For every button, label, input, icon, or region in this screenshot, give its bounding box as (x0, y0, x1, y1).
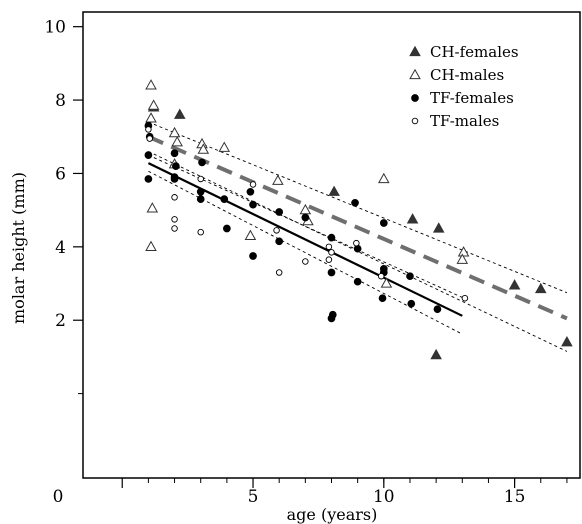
origin-label: 0 (53, 487, 64, 507)
y-tick-label: 4 (55, 238, 66, 258)
data-point (406, 272, 414, 281)
data-point (325, 243, 333, 251)
data-point (246, 187, 255, 196)
data-point (433, 305, 442, 314)
data-point (273, 227, 280, 234)
data-point (378, 172, 390, 184)
x-axis-label: age (years) (287, 505, 378, 524)
legend-label: CH-females (430, 43, 519, 61)
x-tick-label: 5 (248, 487, 259, 507)
series-ch-males (145, 79, 470, 288)
data-point (146, 202, 159, 213)
legend: CH-females CH-males TF-females TF-males (409, 43, 519, 130)
data-point (171, 194, 178, 201)
data-point (244, 229, 257, 240)
data-point (327, 268, 336, 277)
data-point (168, 126, 181, 138)
data-point (145, 240, 157, 251)
data-point (173, 108, 186, 119)
data-point (223, 224, 231, 233)
data-point (145, 126, 152, 133)
legend-marker (409, 45, 421, 57)
data-point (353, 244, 362, 253)
data-point (430, 348, 442, 360)
data-point (351, 198, 359, 207)
data-point (328, 185, 340, 196)
data-point (197, 228, 204, 236)
data-point (170, 149, 179, 158)
data-point (301, 213, 310, 222)
data-point (220, 195, 229, 203)
data-point (145, 79, 157, 90)
data-point (299, 203, 312, 215)
data-point (325, 256, 333, 263)
data-point (353, 277, 362, 286)
axis-ticks: 5 10 15 2 4 6 8 10 0 (44, 18, 568, 507)
data-point (171, 225, 178, 232)
series-tf-males (145, 126, 469, 302)
data-point (353, 239, 360, 247)
legend-label: TF-males (430, 112, 499, 130)
x-tick-label: 10 (373, 487, 395, 507)
y-tick-label: 8 (55, 91, 66, 111)
data-point (275, 208, 284, 216)
y-tick-label: 2 (55, 311, 66, 331)
fit-line-ch (147, 134, 568, 321)
data-point (534, 282, 547, 294)
y-axis-label: molar height (mm) (9, 172, 28, 324)
data-point (172, 162, 180, 170)
legend-marker (411, 94, 419, 102)
data-point (249, 181, 257, 188)
data-point (197, 175, 204, 183)
legend-marker (409, 68, 421, 80)
data-point (144, 175, 153, 183)
data-point (456, 253, 469, 264)
data-point (272, 174, 284, 185)
series-tf-females (144, 121, 442, 323)
data-point (302, 258, 309, 265)
data-point (147, 99, 160, 110)
data-point (461, 294, 469, 302)
data-point (406, 213, 419, 224)
data-point (196, 195, 205, 203)
legend-label: TF-females (430, 89, 514, 107)
x-tick-label: 15 (504, 487, 526, 507)
data-point (377, 272, 385, 280)
data-point (198, 158, 206, 167)
data-point (508, 279, 521, 290)
legend-marker (411, 117, 419, 125)
y-tick-label: 6 (55, 164, 66, 184)
data-point (327, 314, 336, 323)
data-point (144, 151, 153, 159)
data-point (171, 216, 178, 223)
ci-band-ch (148, 121, 568, 294)
data-point (196, 187, 205, 196)
data-point (380, 277, 393, 288)
ci-band-ch (148, 151, 568, 352)
data-point (145, 112, 157, 123)
data-point (432, 222, 445, 233)
data-point (218, 141, 231, 152)
data-point (407, 299, 416, 308)
y-tick-label: 10 (44, 18, 66, 38)
data-point (561, 336, 573, 347)
data-point (249, 200, 257, 209)
data-point (146, 135, 153, 142)
data-point (379, 219, 388, 227)
data-point (328, 249, 335, 256)
data-point (170, 175, 179, 183)
data-point (249, 252, 257, 260)
data-point (275, 269, 283, 276)
data-point (327, 233, 336, 242)
legend-label: CH-males (430, 66, 504, 84)
data-point (197, 143, 210, 154)
data-point (275, 237, 284, 246)
ci-band-tf (148, 154, 463, 298)
data-points (144, 79, 573, 360)
fit-lines (147, 121, 568, 352)
data-point (378, 294, 387, 303)
data-point (171, 136, 183, 147)
